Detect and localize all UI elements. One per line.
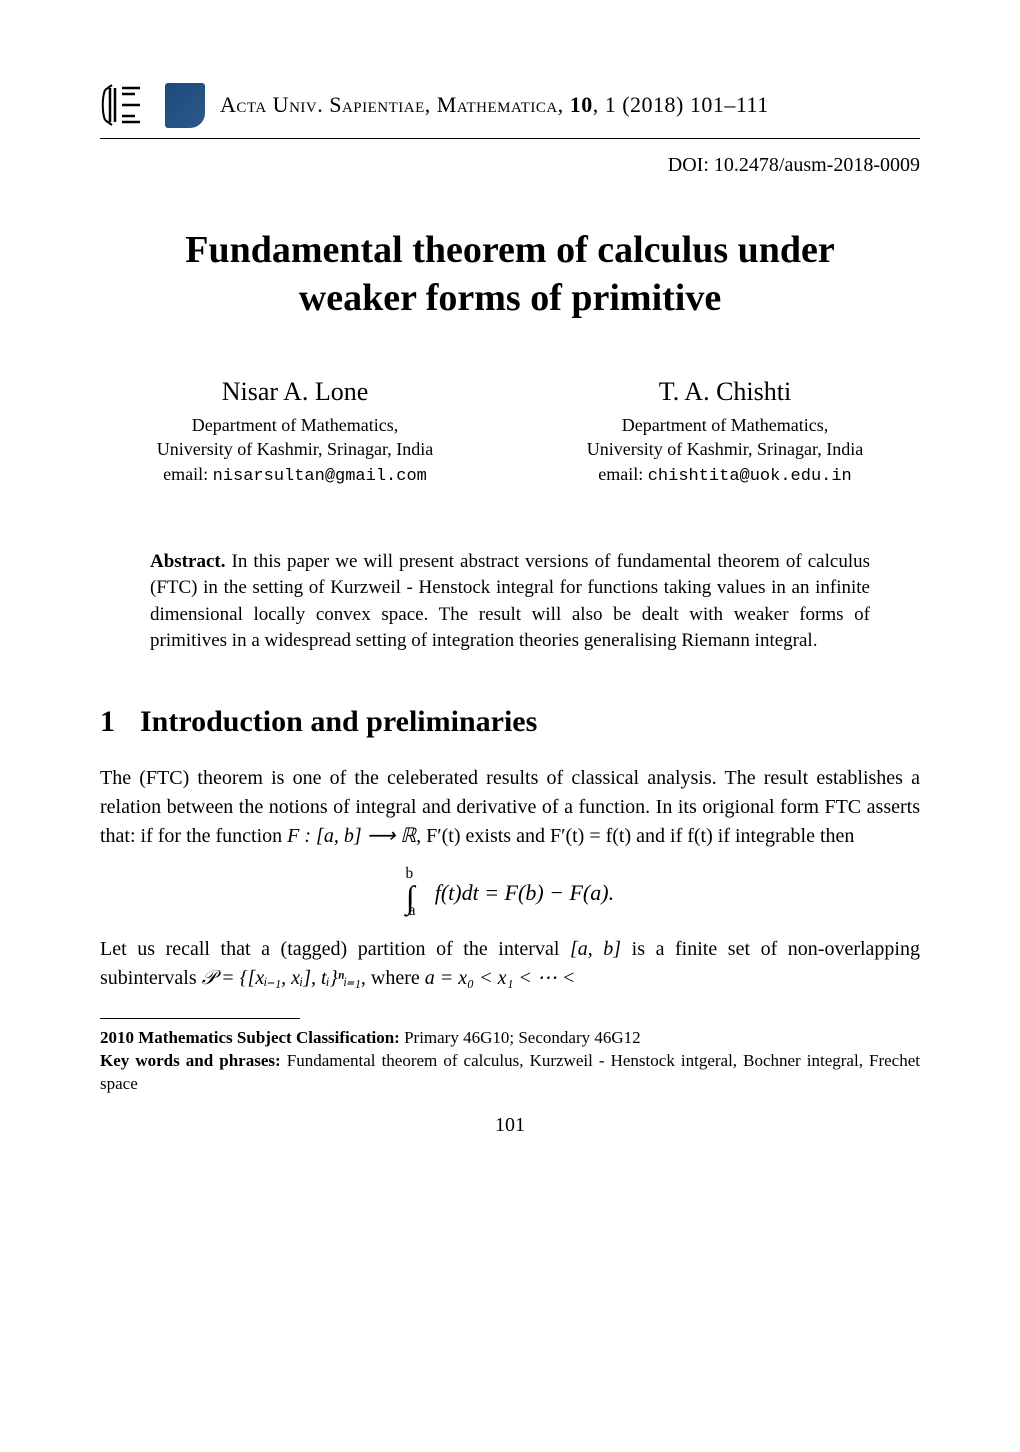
page-number: 101 (100, 1114, 920, 1137)
author-2-email: chishtita@uok.edu.in (648, 467, 852, 486)
display-equation-1: ∫ab f(t)dt = F(b) − F(a). (100, 871, 920, 910)
abstract-label: Abstract. (150, 551, 225, 572)
p2-math-partition: 𝒫 = {[xᵢ₋₁, xᵢ], tᵢ}ⁿᵢ₌₁ (202, 967, 361, 989)
sapientia-logo-icon (165, 83, 205, 128)
journal-header-row: Acta Univ. Sapientiae, Mathematica, 10, … (100, 80, 920, 130)
p1-math-func: F : [a, b] ⟶ ℝ (287, 825, 416, 847)
author-block-1: Nisar A. Lone Department of Mathematics,… (100, 377, 490, 489)
header-rule (100, 138, 920, 139)
footnote-keywords: Key words and phrases: Fundamental theor… (100, 1050, 920, 1096)
author-1-name: Nisar A. Lone (100, 377, 490, 407)
footnote-msc: 2010 Mathematics Subject Classification:… (100, 1027, 920, 1050)
title-line-2: weaker forms of primitive (299, 277, 721, 319)
p2-text-a: Let us recall that a (tagged) partition … (100, 938, 570, 960)
kw-label: Key words and phrases: (100, 1051, 281, 1070)
journal-issue-year: , 1 (2018) 101–111 (593, 92, 769, 117)
author-2-email-label: email: (598, 464, 647, 484)
author-2-univ: University of Kashmir, Srinagar, India (587, 439, 864, 459)
section-1-heading: 1 Introduction and preliminaries (100, 705, 920, 739)
doi-text: DOI: 10.2478/ausm-2018-0009 (100, 154, 920, 177)
journal-citation: Acta Univ. Sapientiae, Mathematica, 10, … (220, 92, 920, 118)
p1-text-b: , F′(t) exists and F′(t) = f(t) and if f… (416, 825, 854, 847)
abstract-text: In this paper we will present abstract v… (150, 551, 870, 652)
author-1-email: nisarsultan@gmail.com (213, 467, 427, 486)
author-1-affiliation: Department of Mathematics, University of… (100, 413, 490, 489)
title-line-1: Fundamental theorem of calculus under (185, 229, 835, 271)
paper-title: Fundamental theorem of calculus under we… (100, 227, 920, 322)
author-1-dept: Department of Mathematics, (192, 415, 398, 435)
paragraph-2: Let us recall that a (tagged) partition … (100, 935, 920, 993)
journal-name: Acta Univ. Sapientiae, Mathematica, (220, 92, 564, 117)
msc-label: 2010 Mathematics Subject Classification: (100, 1028, 400, 1047)
footnote-rule (100, 1018, 300, 1019)
paragraph-1: The (FTC) theorem is one of the celebera… (100, 764, 920, 851)
p2-text-c: , where (361, 967, 425, 989)
author-1-email-label: email: (163, 464, 212, 484)
journal-volume: 10 (570, 92, 593, 117)
author-2-dept: Department of Mathematics, (622, 415, 828, 435)
author-1-univ: University of Kashmir, Srinagar, India (157, 439, 434, 459)
section-1-number: 1 (100, 705, 115, 738)
authors-row: Nisar A. Lone Department of Mathematics,… (100, 377, 920, 489)
section-1-title: Introduction and preliminaries (140, 705, 537, 738)
p2-math-interval: [a, b] (570, 938, 621, 960)
msc-text: Primary 46G10; Secondary 46G12 (400, 1028, 641, 1047)
p2-math-chain: a = x₀ < x₁ < ⋯ < (425, 967, 576, 989)
author-2-name: T. A. Chishti (530, 377, 920, 407)
author-2-affiliation: Department of Mathematics, University of… (530, 413, 920, 489)
author-block-2: T. A. Chishti Department of Mathematics,… (530, 377, 920, 489)
publisher-logo-icon (100, 80, 150, 130)
abstract-block: Abstract. In this paper we will present … (150, 549, 870, 655)
